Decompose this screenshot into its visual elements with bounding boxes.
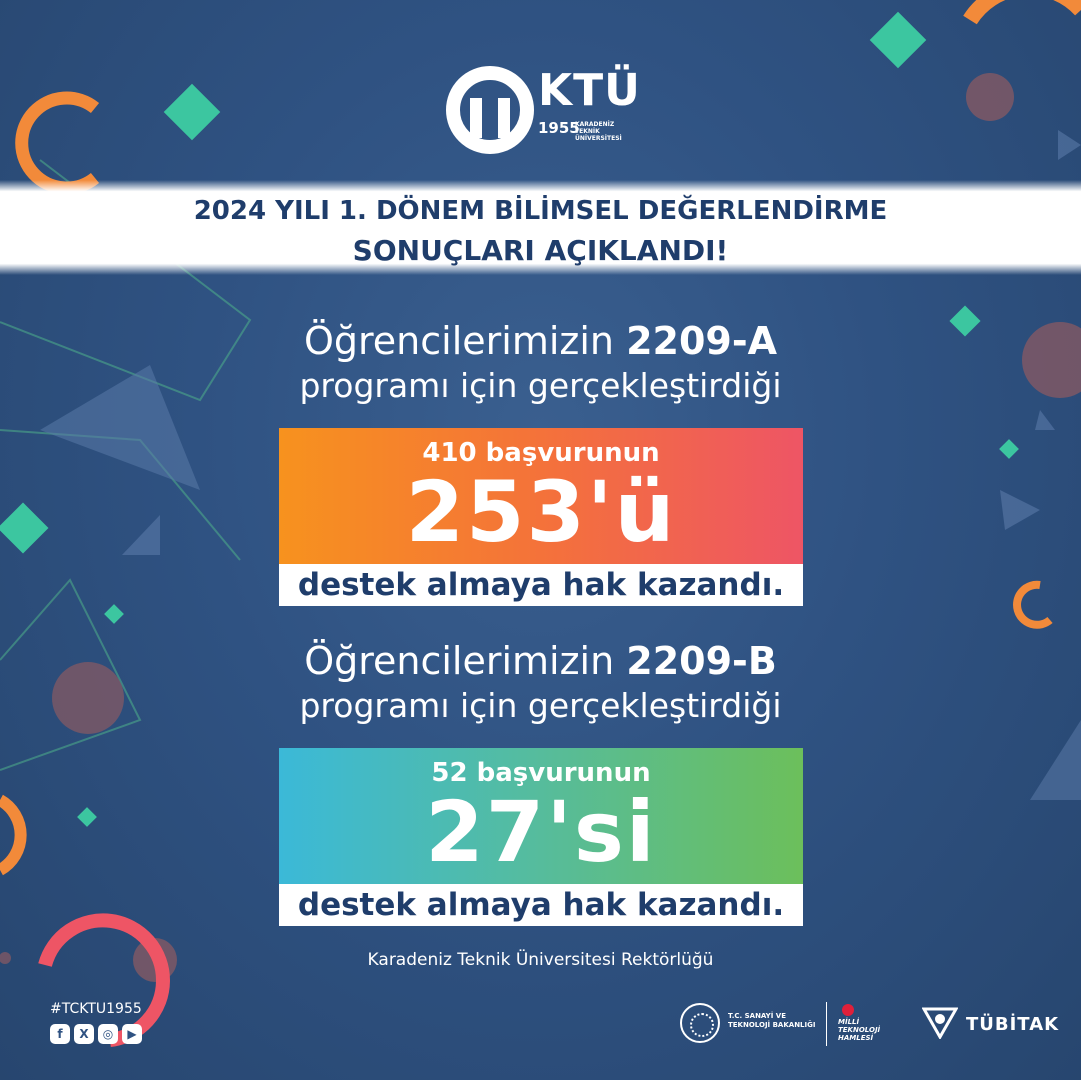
section-a-intro-line2: programı için gerçekleştirdiği	[299, 366, 782, 405]
partner-logos: T.C. SANAYİ VE TEKNOLOJİ BAKANLIĞI MİLLİ…	[680, 1000, 1058, 1050]
header-band	[0, 180, 1081, 275]
ktu-logo: KTÜ 1955 KARADENİZ TEKNİK ÜNİVERSİTESİ	[445, 65, 645, 155]
section-a-highlight: 410 başvurunun 253'ü	[279, 428, 803, 564]
logo-subtitle: KARADENİZ TEKNİK ÜNİVERSİTESİ	[575, 121, 645, 142]
logo-subtitle-line2: TEKNİK ÜNİVERSİTESİ	[575, 128, 622, 142]
logo-year: 1955	[538, 119, 580, 137]
section-a-intro: Öğrencilerimizin 2209-A programı için ge…	[0, 318, 1081, 408]
logo-name: KTÜ	[538, 65, 641, 116]
youtube-icon[interactable]: ▶	[122, 1024, 142, 1044]
footer-note: Karadeniz Teknik Üniversitesi Rektörlüğü	[367, 950, 714, 970]
section-a-card: 410 başvurunun 253'ü destek almaya hak k…	[279, 428, 803, 606]
section-a-result: destek almaya hak kazandı.	[279, 564, 803, 606]
instagram-icon[interactable]: ◎	[98, 1024, 118, 1044]
ministry-seal-icon	[680, 1003, 720, 1043]
header-line2: SONUÇLARI AÇIKLANDI!	[352, 234, 729, 267]
section-b-intro: Öğrencilerimizin 2209-B programı için ge…	[0, 638, 1081, 728]
section-b-program: 2209-B	[626, 639, 777, 683]
partner-divider	[826, 1002, 827, 1046]
tubitak-icon	[922, 1007, 958, 1039]
section-b-intro-line2: programı için gerçekleştirdiği	[299, 686, 782, 725]
social-icons: f X ◎ ▶	[50, 1024, 142, 1044]
section-b-applications: 52 başvurunun	[431, 758, 651, 788]
section-a-program: 2209-A	[626, 319, 778, 363]
section-b-accepted: 27'si	[425, 783, 657, 881]
section-b-intro-prefix: Öğrencilerimizin	[304, 639, 615, 683]
milli-teknoloji-icon	[842, 1004, 854, 1016]
tubitak-name: TÜBİTAK	[966, 1014, 1060, 1035]
logo-subtitle-line1: KARADENİZ	[575, 121, 615, 128]
section-b-intro-line1: Öğrencilerimizin 2209-B	[0, 638, 1081, 684]
section-b-result: destek almaya hak kazandı.	[279, 884, 803, 926]
ministry-name: T.C. SANAYİ VE TEKNOLOJİ BAKANLIĞI	[728, 1012, 816, 1029]
header-line1: 2024 YILI 1. DÖNEM BİLİMSEL DEĞERLENDİRM…	[193, 196, 888, 226]
section-a-intro-prefix: Öğrencilerimizin	[303, 319, 614, 363]
hashtag: #TCKTU1955	[50, 1001, 142, 1017]
ktu-emblem-icon	[446, 66, 534, 154]
section-a-intro-line1: Öğrencilerimizin 2209-A	[0, 318, 1081, 364]
facebook-icon[interactable]: f	[50, 1024, 70, 1044]
section-b-highlight: 52 başvurunun 27'si	[279, 748, 803, 884]
x-icon[interactable]: X	[74, 1024, 94, 1044]
section-a-accepted: 253'ü	[405, 463, 677, 561]
section-b-card: 52 başvurunun 27'si destek almaya hak ka…	[279, 748, 803, 926]
section-a-applications: 410 başvurunun	[422, 438, 660, 468]
milli-teknoloji-name: MİLLİ TEKNOLOJİ HAMLESİ	[838, 1018, 881, 1042]
